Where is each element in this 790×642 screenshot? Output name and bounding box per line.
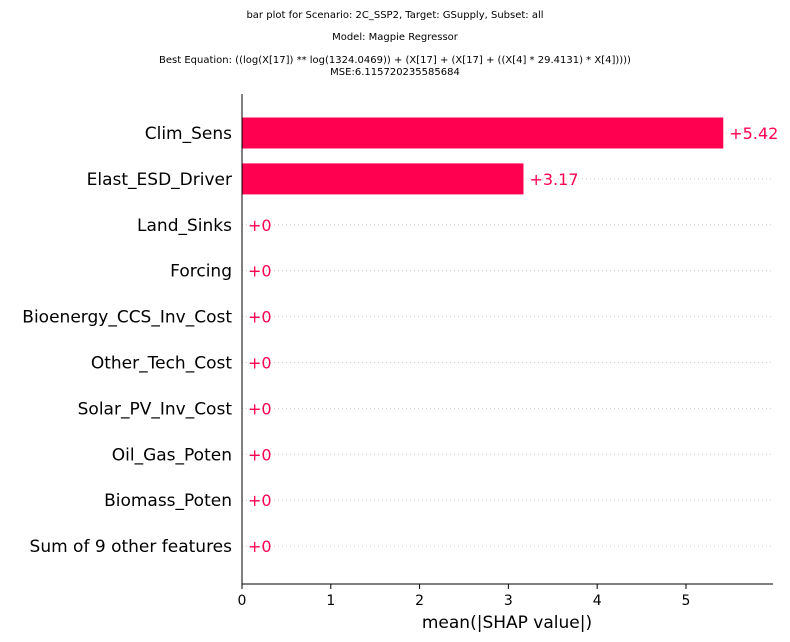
category-label: Forcing [170,262,232,282]
category-label: Land_Sinks [137,216,232,236]
value-label: +5.42 [729,124,778,143]
bar-elast-esd-driver [242,163,524,195]
x-axis-label: mean(|SHAP value|) [422,613,592,633]
value-label: +0 [248,216,272,235]
value-label: +3.17 [529,170,578,189]
value-label: +0 [248,537,272,556]
category-label: Other_Tech_Cost [91,354,232,374]
bar-clim-sens [242,117,724,149]
x-tick-label: 4 [593,593,602,609]
value-label: +0 [248,491,272,510]
chart-title-line-1: bar plot for Scenario: 2C_SSP2, Target: … [246,10,544,21]
x-tick-label: 2 [415,593,424,609]
x-tick-label: 1 [326,593,335,609]
value-label: +0 [248,399,272,418]
chart-title-line-2: Model: Magpie Regressor [332,32,458,43]
chart-title-line-4: MSE:6.115720235585684 [330,67,460,78]
category-label: Oil_Gas_Poten [112,445,232,465]
value-label: +0 [248,354,272,373]
value-label: +0 [248,445,272,464]
category-label: Biomass_Poten [104,491,232,511]
category-label: Elast_ESD_Driver [87,170,232,190]
value-label: +0 [248,308,272,327]
x-tick-label: 5 [682,593,691,609]
category-label: Clim_Sens [145,124,232,144]
x-tick-label: 3 [504,593,513,609]
value-label: +0 [248,262,272,281]
x-tick-label: 0 [238,593,247,609]
category-label: Solar_PV_Inv_Cost [78,399,233,419]
category-label: Sum of 9 other features [30,537,233,557]
chart-title-line-3: Best Equation: ((log(X[17]) ** log(1324.… [159,55,631,66]
category-label: Bioenergy_CCS_Inv_Cost [22,308,232,328]
